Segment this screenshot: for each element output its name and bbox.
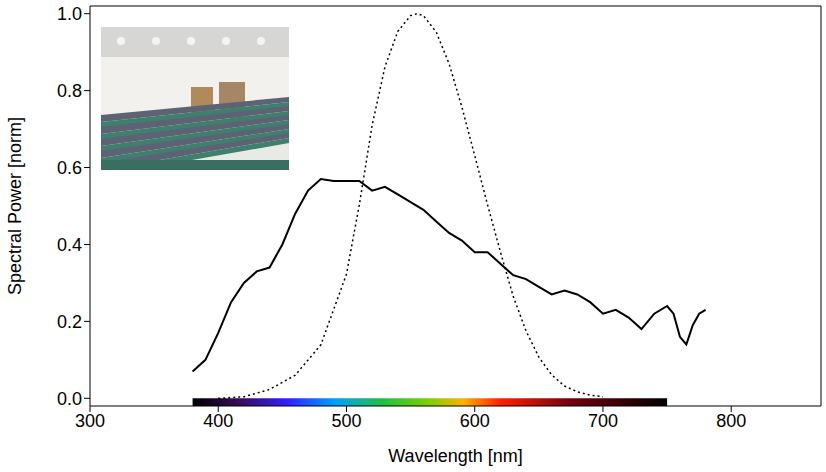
svg-text:600: 600 [460,411,490,431]
svg-text:700: 700 [588,411,618,431]
svg-text:500: 500 [331,411,361,431]
svg-text:400: 400 [203,411,233,431]
svg-text:0.2: 0.2 [57,312,82,332]
svg-text:Spectral Power [norm]: Spectral Power [norm] [5,117,25,295]
svg-text:0.6: 0.6 [57,158,82,178]
svg-text:Wavelength [nm]: Wavelength [nm] [388,446,522,466]
svg-text:800: 800 [716,411,746,431]
svg-text:0.8: 0.8 [57,81,82,101]
svg-text:1.0: 1.0 [57,4,82,24]
svg-text:0.4: 0.4 [57,235,82,255]
svg-text:0.0: 0.0 [57,389,82,409]
svg-text:300: 300 [75,411,105,431]
